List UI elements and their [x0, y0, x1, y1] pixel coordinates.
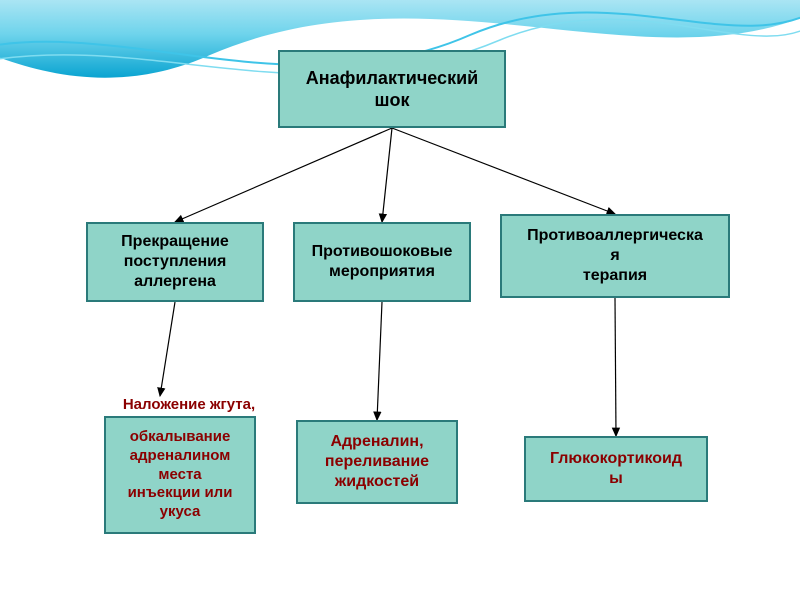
branch-node-3: Противоаллергическаятерапия: [500, 214, 730, 298]
leaf-node-1: обкалываниеадреналиномместаинъекции илиу…: [104, 416, 256, 534]
leaf2-text: Адреналин,переливаниежидкостей: [325, 432, 429, 492]
branch2-text: Противошоковыемероприятия: [312, 242, 453, 282]
root-text: Анафилактическийшок: [306, 67, 478, 112]
leaf-node-2: Адреналин,переливаниежидкостей: [296, 420, 458, 504]
leaf3-text: Глюкокортикоиды: [550, 449, 682, 489]
root-node: Анафилактическийшок: [278, 50, 506, 128]
branch3-text: Противоаллергическаятерапия: [527, 226, 703, 286]
leaf-node-3: Глюкокортикоиды: [524, 436, 708, 502]
branch1-text: Прекращениепоступленияаллергена: [121, 232, 229, 292]
branch-node-1: Прекращениепоступленияаллергена: [86, 222, 264, 302]
leaf1-text: обкалываниеадреналиномместаинъекции илиу…: [128, 428, 233, 522]
leaf1-overline: Наложение жгута,: [104, 396, 274, 413]
branch-node-2: Противошоковыемероприятия: [293, 222, 471, 302]
